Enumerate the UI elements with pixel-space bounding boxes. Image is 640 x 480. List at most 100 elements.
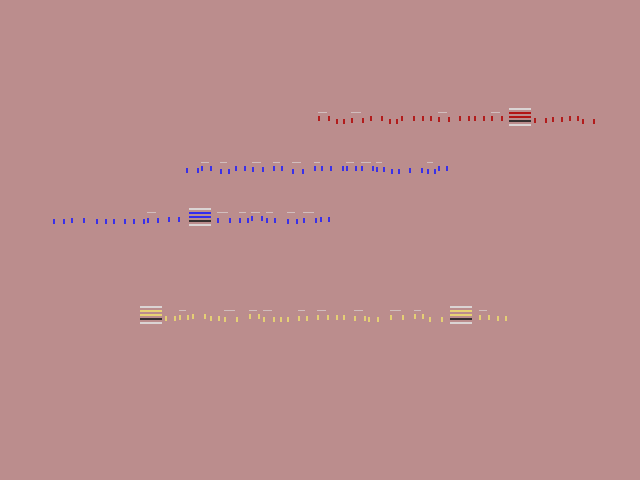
glyph-mark [140,318,162,320]
glyph-mark [210,316,220,321]
glyph-mark [251,212,260,213]
glyph-mark [450,314,472,316]
glyph-mark [298,316,308,321]
glyph-mark [346,162,354,163]
glyph-mark [361,166,374,171]
glyph-mark [113,219,126,224]
glyph-mark [133,219,145,224]
glyph-mark [263,310,272,311]
glyph-mark [320,217,330,222]
glyph-mark [303,218,317,223]
glyph-mark [314,166,323,171]
glyph-mark [292,169,304,174]
glyph-mark [189,220,211,222]
glyph-mark [427,169,436,174]
glyph-mark [287,219,298,224]
glyph-mark [298,310,305,311]
glyph-mark [165,316,176,321]
glyph-mark [239,218,249,223]
glyph-mark [376,162,382,163]
glyph-mark [273,162,280,163]
glyph-mark [266,212,273,213]
glyph-mark [179,315,189,320]
glyph-mark [450,318,472,320]
glyph-mark [317,310,326,311]
glyph-mark [389,119,398,124]
glyph-mark [552,117,563,122]
glyph-mark [497,316,507,321]
glyph-mark [370,116,383,121]
glyph-mark [491,112,500,113]
glyph-mark [280,317,289,322]
glyph-mark [189,224,211,226]
glyph-mark [361,162,371,163]
glyph-mark [422,116,432,121]
glyph-mark [336,315,345,320]
glyph-mark [450,322,472,324]
glyph-mark [391,169,400,174]
glyph-mark [140,314,162,316]
glyph-mark [390,315,404,320]
glyph-mark [189,208,211,210]
glyph-mark [168,217,180,222]
glyph-mark [450,310,472,312]
glyph-mark [53,219,65,224]
glyph-mark [390,310,401,311]
glyph-mark [582,119,595,124]
glyph-mark [414,314,424,319]
glyph-mark [427,162,433,163]
glyph-mark [217,218,231,223]
glyph-mark [509,112,531,114]
glyph-mark [438,117,450,122]
glyph-mark [217,212,228,213]
glyph-mark [249,310,257,311]
glyph-mark [376,167,385,172]
glyph-mark [318,116,330,121]
glyph-mark [186,168,199,173]
glyph-mark [287,212,295,213]
glyph-mark [509,124,531,126]
glyph-mark [346,166,357,171]
glyph-mark [351,112,361,113]
glyph-mark [263,317,275,322]
glyph-mark [317,315,329,320]
glyph-mark [450,306,472,308]
glyph-mark [354,316,366,321]
glyph-mark [303,212,314,213]
glyph-mark [354,310,363,311]
glyph-row-yellow [140,302,507,330]
glyph-mark [189,212,211,214]
glyph-mark [251,216,263,221]
glyph-row-red [318,104,595,130]
glyph-mark [491,116,503,121]
glyph-mark [401,116,415,121]
glyph-mark [479,310,487,311]
glyph-mark [224,317,238,322]
glyph-mark [569,116,579,121]
glyph-mark [438,112,447,113]
glyph-mark [273,166,283,171]
glyph-mark [224,310,235,311]
glyph-mark [409,168,423,173]
glyph-row-blue-1 [186,154,454,180]
glyph-mark [140,322,162,324]
glyph-mark [479,315,490,320]
glyph-mark [266,218,276,223]
glyph-mark [140,306,162,308]
glyph-mark [336,119,345,124]
glyph-mark [252,167,264,172]
glyph-mark [201,162,209,163]
glyph-mark [459,116,470,121]
glyph-mark [429,317,443,322]
glyph-mark [318,112,327,113]
glyph-mark [252,162,261,163]
glyph-mark [330,166,344,171]
glyph-mark [509,108,531,110]
glyph-mark [201,166,212,171]
glyph-mark [147,218,159,223]
glyph-mark [474,116,485,121]
glyph-mark [179,310,186,311]
glyph-mark [220,162,227,163]
glyph-mark [189,216,211,218]
